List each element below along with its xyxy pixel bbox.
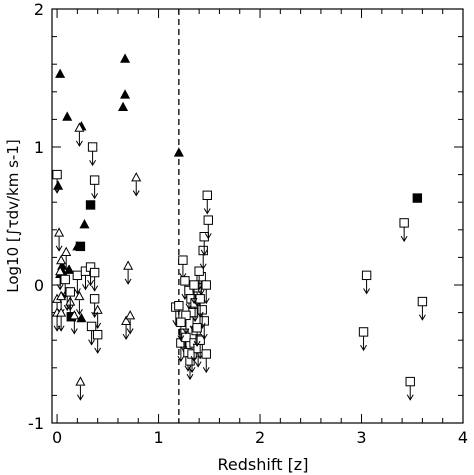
- axis-labels: Redshift [z] Log10 [∫τdv/km s-1]: [4, 139, 308, 474]
- data-point: [92, 329, 103, 354]
- x-tick-label: 4: [458, 428, 468, 447]
- data-point: [412, 193, 423, 203]
- data-point: [53, 180, 64, 190]
- data-point: [202, 190, 212, 215]
- data-point: [69, 310, 80, 335]
- data-point: [201, 280, 211, 305]
- data-point: [62, 111, 73, 121]
- data-point: [192, 323, 202, 347]
- data-point: [75, 241, 86, 252]
- data-point: [199, 232, 209, 256]
- data-point: [125, 310, 136, 335]
- x-tick-label: 3: [356, 428, 366, 447]
- data-point: [361, 270, 372, 295]
- data-point: [60, 274, 70, 299]
- data-point: [189, 280, 199, 305]
- y-tick-label: 0: [34, 276, 44, 295]
- data-point: [85, 200, 96, 210]
- data-point: [89, 175, 100, 200]
- data-point: [56, 290, 67, 316]
- y-tick-label: -1: [28, 414, 44, 433]
- data-point: [86, 321, 97, 346]
- data-point: [198, 245, 208, 270]
- data-point: [181, 310, 191, 335]
- data-point: [178, 255, 188, 280]
- data-point: [173, 147, 184, 157]
- y-tick-label: 2: [34, 0, 44, 19]
- data-point: [131, 172, 142, 197]
- data-point: [55, 68, 66, 78]
- data-point: [358, 327, 369, 352]
- data-point: [123, 260, 134, 285]
- data-point: [417, 296, 428, 321]
- data-point: [121, 315, 132, 341]
- x-tick-label: 2: [255, 428, 265, 447]
- data-point: [176, 317, 186, 342]
- data-point: [120, 89, 131, 99]
- data-point: [75, 376, 86, 401]
- data-point: [72, 270, 83, 295]
- y-tick-label: 1: [34, 138, 44, 157]
- data-point: [399, 218, 409, 243]
- x-axis-label: Redshift [z]: [218, 455, 309, 474]
- plot-border: [51, 8, 464, 424]
- data-point: [201, 349, 211, 374]
- data-point: [52, 169, 62, 194]
- data-point: [89, 294, 100, 318]
- data-point: [76, 312, 87, 323]
- data-point: [89, 267, 100, 292]
- data-point: [195, 294, 205, 318]
- y-axis-label: Log10 [∫τdv/km s-1]: [4, 139, 22, 293]
- data-point: [74, 122, 85, 147]
- axis-ticks: 0 1 2 3 4 -1 0 1 2: [28, 0, 468, 447]
- data-point: [55, 265, 66, 291]
- data-point: [120, 53, 131, 63]
- data-point: [87, 142, 98, 167]
- data-point: [54, 227, 65, 252]
- data-point: [61, 246, 72, 272]
- plot-frame: [51, 8, 464, 424]
- data-point: [65, 287, 75, 312]
- x-tick-label: 0: [52, 428, 62, 447]
- data-points: [52, 53, 428, 401]
- data-point: [117, 101, 129, 112]
- data-point: [203, 215, 213, 240]
- data-point: [405, 376, 415, 401]
- x-tick-label: 1: [153, 428, 163, 447]
- data-point: [56, 307, 67, 332]
- data-point: [64, 264, 75, 274]
- data-point: [74, 290, 85, 316]
- data-point: [79, 219, 90, 229]
